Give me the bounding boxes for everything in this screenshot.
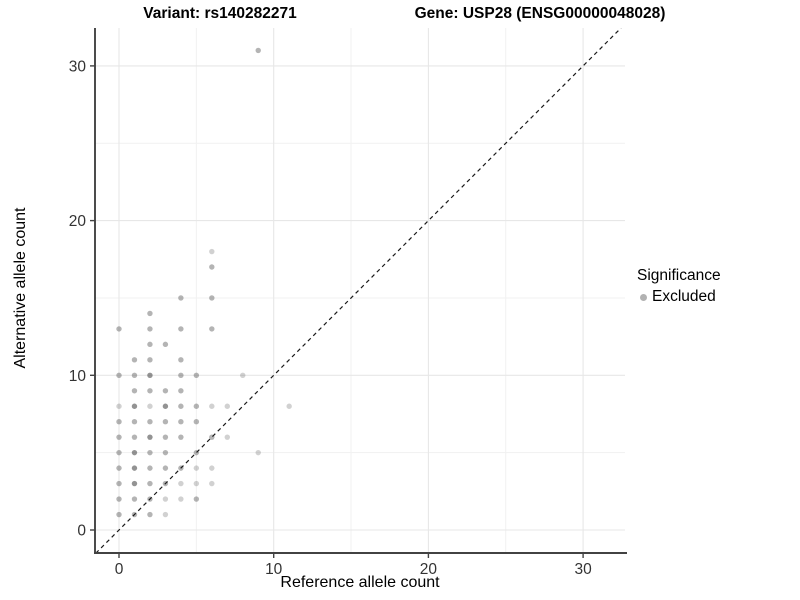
data-point bbox=[116, 403, 122, 409]
data-point bbox=[131, 357, 138, 363]
data-point bbox=[147, 419, 153, 425]
data-point bbox=[147, 403, 153, 409]
data-point bbox=[147, 449, 153, 456]
data-point bbox=[224, 403, 230, 409]
data-point bbox=[178, 496, 184, 502]
data-point bbox=[240, 372, 246, 378]
data-point bbox=[131, 496, 138, 502]
data-point bbox=[147, 465, 153, 471]
data-point bbox=[147, 388, 153, 394]
identity-line bbox=[95, 28, 622, 553]
data-point bbox=[116, 496, 122, 502]
data-point bbox=[147, 480, 153, 487]
data-point bbox=[116, 434, 122, 440]
data-point bbox=[131, 388, 138, 394]
y-tick-label: 10 bbox=[69, 368, 87, 385]
data-point bbox=[147, 357, 153, 363]
data-point bbox=[116, 511, 122, 518]
data-point bbox=[209, 326, 215, 332]
legend-item-label: Excluded bbox=[652, 288, 716, 305]
data-point bbox=[255, 449, 261, 456]
data-point bbox=[178, 434, 184, 440]
data-point bbox=[147, 326, 153, 332]
data-point bbox=[131, 480, 138, 487]
data-point bbox=[131, 449, 138, 456]
data-point bbox=[209, 403, 215, 409]
data-point bbox=[162, 388, 169, 394]
data-point bbox=[162, 341, 169, 348]
data-point bbox=[193, 465, 200, 471]
data-point bbox=[286, 403, 292, 409]
data-point bbox=[209, 465, 215, 471]
x-axis-title: Reference allele count bbox=[280, 574, 440, 591]
x-tick-label: 20 bbox=[420, 561, 438, 578]
data-point bbox=[209, 248, 215, 255]
data-point bbox=[116, 465, 122, 471]
excluded-point-icon bbox=[640, 293, 647, 301]
data-point bbox=[178, 480, 184, 487]
x-tick-label: 10 bbox=[265, 561, 283, 578]
data-point bbox=[116, 326, 122, 332]
plot-title-gene: Gene: USP28 (ENSG00000048028) bbox=[414, 5, 666, 22]
y-tick-label: 0 bbox=[77, 523, 86, 540]
data-point bbox=[193, 372, 200, 378]
data-point bbox=[209, 480, 215, 487]
data-point bbox=[178, 357, 184, 363]
data-point bbox=[116, 419, 122, 425]
data-point bbox=[131, 372, 138, 378]
data-point bbox=[178, 295, 184, 301]
data-point bbox=[193, 403, 200, 409]
x-tick-label: 30 bbox=[574, 561, 592, 578]
legend: Significance Excluded bbox=[637, 267, 721, 306]
data-point bbox=[116, 449, 122, 456]
x-tick-label: 0 bbox=[115, 561, 124, 578]
data-point bbox=[131, 403, 138, 409]
data-point bbox=[147, 372, 153, 378]
data-point bbox=[147, 310, 153, 317]
legend-title: Significance bbox=[637, 267, 721, 284]
data-point bbox=[162, 419, 169, 425]
data-point bbox=[147, 511, 153, 518]
y-tick-label: 30 bbox=[69, 58, 87, 75]
data-point bbox=[255, 47, 261, 54]
data-point bbox=[209, 264, 215, 270]
data-point bbox=[209, 295, 215, 301]
data-point bbox=[147, 341, 153, 348]
data-point bbox=[131, 419, 138, 425]
data-point bbox=[193, 480, 200, 487]
data-point bbox=[162, 496, 169, 502]
y-axis-title: Alternative allele count bbox=[12, 207, 29, 369]
data-point bbox=[162, 449, 169, 456]
data-point bbox=[193, 419, 200, 425]
data-point bbox=[147, 434, 153, 440]
data-point bbox=[178, 372, 184, 378]
plot-title-variant: Variant: rs140282271 bbox=[143, 5, 297, 22]
data-point bbox=[131, 434, 138, 440]
data-point bbox=[116, 372, 122, 378]
data-point bbox=[178, 419, 184, 425]
data-point bbox=[193, 496, 200, 502]
data-point bbox=[162, 465, 169, 471]
data-point bbox=[178, 388, 184, 394]
data-point bbox=[224, 434, 230, 440]
data-point bbox=[131, 465, 138, 471]
legend-item-excluded: Excluded bbox=[637, 288, 721, 306]
data-point bbox=[116, 480, 122, 487]
data-point bbox=[178, 403, 184, 409]
data-point bbox=[162, 403, 169, 409]
y-tick-label: 20 bbox=[69, 213, 87, 230]
data-point bbox=[162, 434, 169, 440]
data-point bbox=[178, 326, 184, 332]
data-point bbox=[162, 511, 169, 518]
